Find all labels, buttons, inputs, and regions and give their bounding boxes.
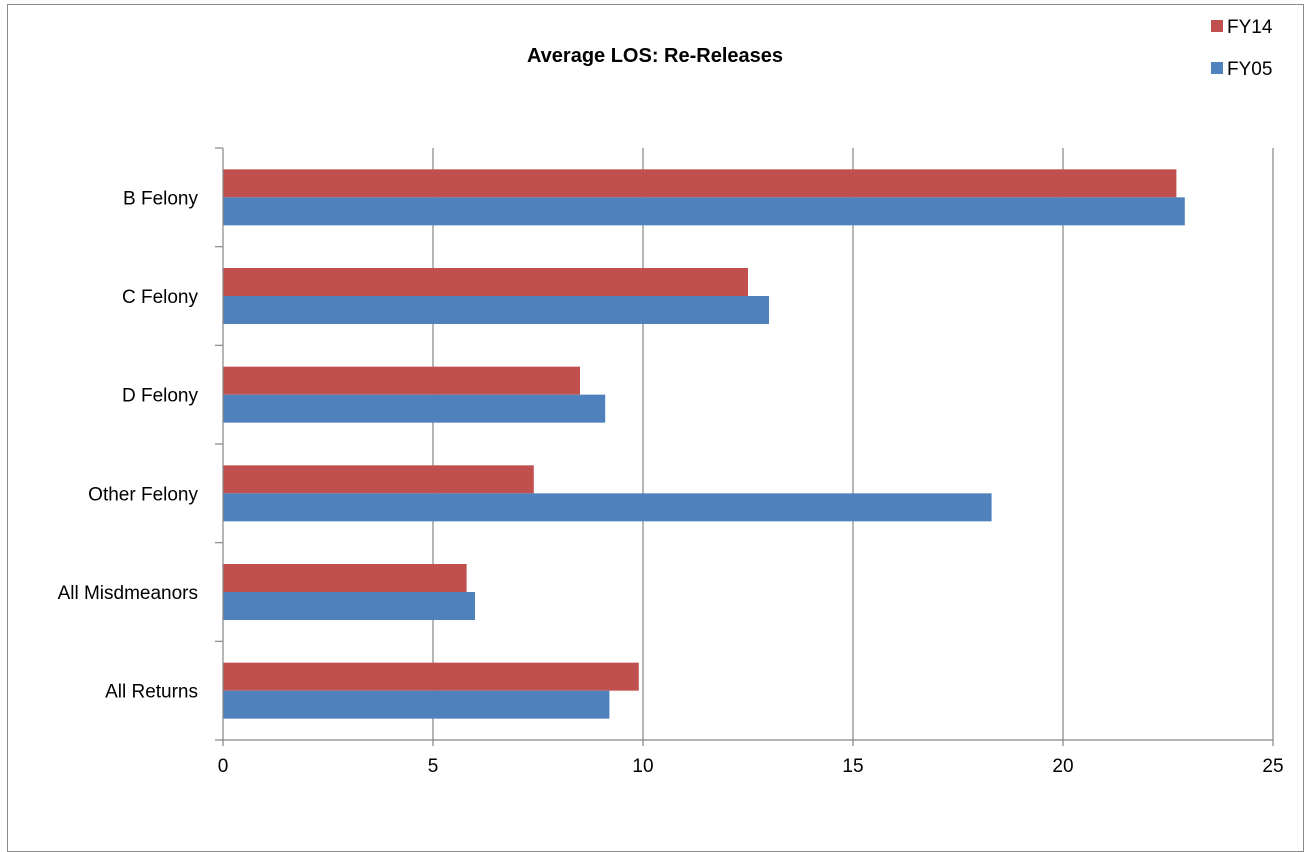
category-label-all-misdmeanors: All Misdmeanors xyxy=(58,583,198,604)
bars-layer xyxy=(223,169,1185,719)
bar-fy05-d-felony xyxy=(223,394,606,423)
category-label-all-returns: All Returns xyxy=(105,682,198,703)
bar-fy14-all-misdmeanors xyxy=(223,564,467,592)
legend-label-fy14: FY14 xyxy=(1227,17,1273,38)
bar-fy05-b-felony xyxy=(223,197,1185,226)
legend-swatch-fy14 xyxy=(1211,20,1223,32)
bar-fy14-c-felony xyxy=(223,268,748,296)
bar-fy05-all-returns xyxy=(223,690,610,719)
x-tick-label-5: 5 xyxy=(428,756,439,777)
bar-fy05-c-felony xyxy=(223,296,769,324)
bar-fy05-all-misdmeanors xyxy=(223,592,475,620)
x-tick-label-25: 25 xyxy=(1262,756,1283,777)
bar-fy14-other-felony xyxy=(223,465,534,494)
category-label-c-felony: C Felony xyxy=(122,287,199,308)
legend-swatch-fy05 xyxy=(1211,62,1223,74)
x-tick-label-10: 10 xyxy=(632,756,653,777)
category-label-b-felony: B Felony xyxy=(123,188,198,209)
x-tick-label-15: 15 xyxy=(842,756,863,777)
x-tick-label-0: 0 xyxy=(218,756,229,777)
bar-fy14-d-felony xyxy=(223,366,580,395)
bar-fy14-all-returns xyxy=(223,662,639,691)
category-label-other-felony: Other Felony xyxy=(88,484,198,505)
bar-fy14-b-felony xyxy=(223,169,1177,198)
category-label-d-felony: D Felony xyxy=(122,386,199,407)
chart-title: Average LOS: Re-Releases xyxy=(527,45,783,67)
legend: FY14 FY05 xyxy=(1211,17,1273,80)
bar-fy05-other-felony xyxy=(223,493,992,522)
grid-layer xyxy=(432,148,1274,740)
legend-label-fy05: FY05 xyxy=(1227,59,1272,80)
axis-layer: 0 5 10 15 20 25 B Felony C Felony D Felony Other … xyxy=(58,147,1284,777)
x-tick-label-20: 20 xyxy=(1052,756,1073,777)
